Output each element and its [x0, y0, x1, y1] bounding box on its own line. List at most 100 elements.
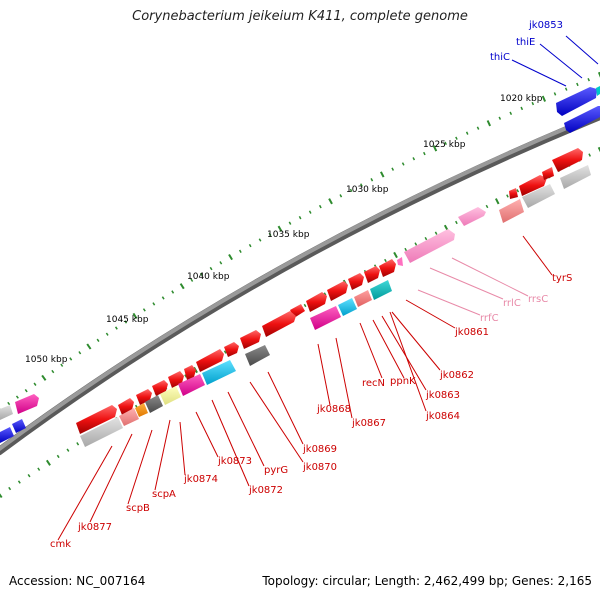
outer-scale-tick	[171, 290, 175, 294]
gene-label-jk0861[interactable]: jk0861	[454, 327, 489, 338]
gene-rrlC[interactable]	[404, 229, 455, 263]
gene-label-thiE[interactable]: thiE	[516, 37, 535, 48]
outer-scale-tick	[209, 266, 213, 271]
gene-label-scpB[interactable]: scpB	[126, 503, 150, 514]
outer-scale-tick	[179, 283, 185, 290]
feature-salmon-1[interactable]	[354, 290, 372, 307]
outer-scale-tick	[476, 126, 480, 130]
gene-label-jk0853[interactable]: jk0853	[528, 20, 563, 31]
feature-orange-1[interactable]	[135, 403, 148, 417]
gene-jk0853[interactable]	[564, 106, 600, 133]
gene-cds-b[interactable]	[348, 273, 364, 290]
feature-grey-2[interactable]	[522, 184, 555, 208]
feature-grey-3[interactable]	[80, 417, 123, 447]
gene-label-cmk[interactable]: cmk	[50, 539, 71, 550]
gene-jk0861[interactable]	[379, 259, 396, 277]
gene-rrfC[interactable]	[397, 257, 403, 266]
outer-scale-tick	[190, 278, 194, 282]
feature-rose-2[interactable]	[119, 408, 139, 426]
outer-scale-tick	[238, 249, 242, 253]
gene-right-3[interactable]	[509, 188, 518, 199]
gene-label-jk0869[interactable]: jk0869	[302, 444, 337, 455]
feature-dark-1[interactable]	[245, 345, 270, 366]
feature-magenta-2[interactable]	[178, 374, 205, 396]
feature-blue-left-2[interactable]	[12, 419, 26, 433]
gene-cds-i[interactable]	[196, 349, 224, 372]
gene-label-jk0873[interactable]: jk0873	[217, 456, 252, 467]
gene-label-pyrG[interactable]: pyrG	[264, 465, 288, 476]
gene-cds-a[interactable]	[364, 266, 380, 283]
outer-scale-tick	[24, 388, 28, 393]
inner-scale-tick	[404, 247, 408, 252]
feature-cyan-2[interactable]	[202, 360, 236, 385]
gene-labels: jk0853 thiE thiC tyrS rrsC rrlC rrfC jk0…	[50, 20, 572, 550]
inner-scale-tick	[597, 146, 600, 153]
outer-scale-tick	[498, 116, 502, 120]
outer-scale-tick	[288, 221, 292, 225]
backbone	[0, 111, 600, 452]
gene-label-tyrS[interactable]: tyrS	[552, 273, 572, 284]
outer-scale-tick	[298, 215, 302, 220]
inner-scale-tick	[495, 198, 500, 205]
gene-label-jk0863[interactable]: jk0863	[425, 390, 460, 401]
feature-blue-left-1[interactable]	[0, 427, 14, 443]
gene-right-1[interactable]	[552, 148, 583, 172]
gene-thiC[interactable]	[556, 87, 597, 116]
gene-cds-d[interactable]	[306, 292, 327, 312]
inner-scale-tick	[17, 480, 21, 484]
gene-label-rrlC[interactable]: rrlC	[503, 298, 521, 309]
gene-label-thiC[interactable]: thiC	[490, 52, 510, 63]
outer-scale-tick	[78, 351, 82, 355]
scale-label-1040: 1040 kbp	[187, 272, 230, 282]
scale-label-1030: 1030 kbp	[346, 185, 389, 195]
gene-label-scpA[interactable]: scpA	[152, 489, 176, 500]
inner-scale-tick	[384, 258, 387, 263]
outer-scale-tick	[553, 92, 557, 96]
outer-scale-tick	[114, 326, 118, 330]
outer-scale-tick	[318, 204, 322, 209]
outer-scale-tick	[69, 357, 73, 361]
gene-label-jk0862[interactable]: jk0862	[439, 370, 474, 381]
outer-scale-tick	[328, 198, 333, 205]
gene-label-jk0868[interactable]: jk0868	[316, 404, 351, 415]
gene-cds-f[interactable]	[262, 311, 296, 337]
gene-label-jk0874[interactable]: jk0874	[183, 474, 218, 485]
gene-label-jk0872[interactable]: jk0872	[248, 485, 283, 496]
gene-cds-o[interactable]	[76, 405, 117, 434]
gene-right-4[interactable]	[542, 167, 554, 180]
feature-rose-1[interactable]	[499, 199, 524, 223]
outer-scale-tick	[132, 312, 138, 320]
gene-left-grey[interactable]	[0, 405, 13, 420]
gene-thiE[interactable]	[596, 86, 600, 96]
gene-label-jk0877[interactable]: jk0877	[77, 522, 112, 533]
gene-label-jk0864[interactable]: jk0864	[425, 411, 460, 422]
gene-cds-h[interactable]	[224, 342, 239, 357]
backbone-shadow	[0, 111, 600, 456]
gene-cds-c[interactable]	[327, 281, 348, 301]
gene-label-rrfC[interactable]: rrfC	[480, 313, 499, 324]
forward-strand-features	[0, 86, 600, 434]
gene-label-ppnK[interactable]: ppnK	[390, 376, 416, 387]
outer-scale-tick	[564, 87, 568, 91]
gene-right-2[interactable]	[519, 175, 547, 196]
outer-scale-tick	[41, 374, 47, 381]
gene-rrsC[interactable]	[458, 207, 486, 226]
gene-label-recN[interactable]: recN	[362, 378, 385, 389]
gene-left-magenta[interactable]	[15, 394, 39, 414]
feature-magenta-1[interactable]	[310, 306, 341, 330]
outer-scale-tick	[339, 194, 343, 198]
inner-scale-tick	[27, 473, 31, 478]
gene-cds-g[interactable]	[240, 330, 261, 349]
feature-grey-1[interactable]	[560, 165, 591, 189]
inner-scale-tick	[45, 459, 51, 466]
outer-scale-tick	[465, 131, 469, 135]
feature-yellow-1[interactable]	[160, 386, 181, 405]
feature-cyan-1[interactable]	[338, 298, 357, 316]
feature-teal-1[interactable]	[370, 280, 392, 300]
gene-label-rrsC[interactable]: rrsC	[528, 294, 548, 305]
gene-label-jk0870[interactable]: jk0870	[302, 462, 337, 473]
feature-dark-2[interactable]	[145, 395, 163, 413]
gene-label-jk0867[interactable]: jk0867	[351, 418, 386, 429]
gene-cds-j[interactable]	[184, 365, 196, 380]
